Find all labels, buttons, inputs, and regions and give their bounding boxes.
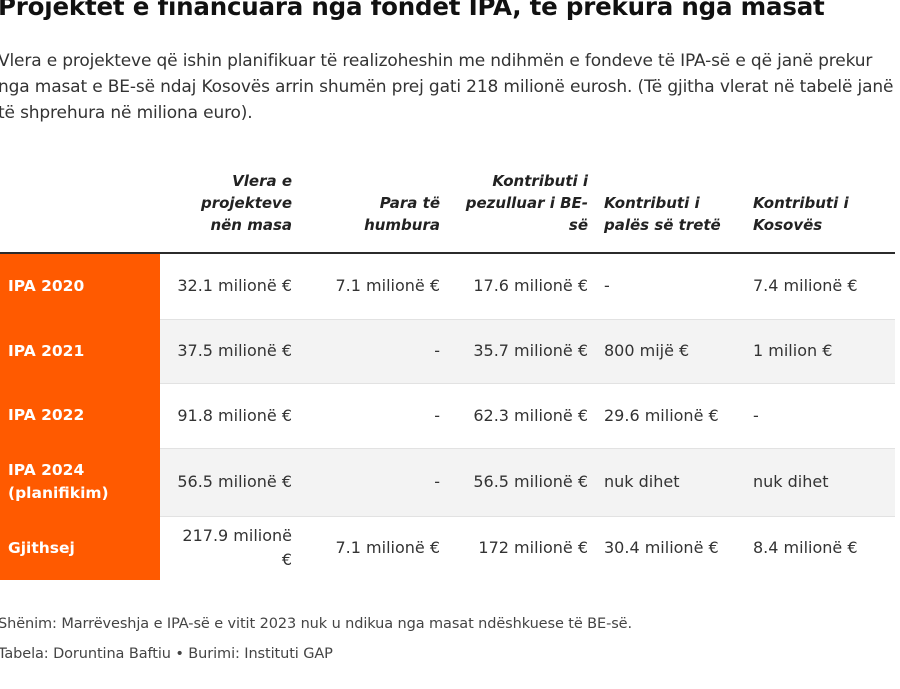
table-cell: - — [745, 383, 895, 449]
table-cell: 172 milionë € — [478, 538, 588, 558]
data-table: Vlera e projekteve nën masa Para të humb… — [0, 170, 895, 580]
table-cell: 62.3 milionë € — [448, 383, 596, 449]
header-project-value: Vlera e projekteve nën masa — [160, 170, 300, 254]
header-suspended-eu-contribution: Kontributi i pezulluar i BE-së — [448, 170, 596, 254]
table-cell: 35.7 milionë € — [448, 319, 596, 384]
table-cell: 56.5 milionë € — [160, 448, 300, 517]
table-cell: 17.6 milionë € — [448, 253, 596, 320]
table-cell: - — [596, 253, 745, 320]
row-label: IPA 2021 — [0, 319, 160, 384]
table-cell: 30.4 milionë € — [604, 538, 719, 558]
table-total-row: Gjithsej 217.9 milionë € 7.1 milionë € 1… — [0, 516, 895, 580]
table-cell: 37.5 milionë € — [160, 319, 300, 384]
table-cell: 32.1 milionë € — [160, 253, 300, 320]
table-row: IPA 2024 (planifikim) 56.5 milionë € - 5… — [0, 448, 895, 517]
table-note: Shënim: Marrëveshja e IPA-së e vitit 202… — [0, 616, 633, 632]
table-cell: 217.9 milionë € — [182, 526, 292, 570]
page-title: Projektet e financuara nga fondet IPA, t… — [0, 0, 825, 21]
header-third-party-contribution: Kontributi i palës së tretë — [596, 170, 745, 254]
table-cell: 29.6 milionë € — [596, 383, 745, 449]
table-cell: nuk dihet — [596, 448, 745, 517]
header-empty — [0, 170, 160, 254]
table-cell: - — [300, 319, 448, 384]
intro-paragraph: Vlera e projekteve që ishin planifikuar … — [0, 51, 894, 123]
table-cell: - — [300, 383, 448, 449]
table-row: IPA 2020 32.1 milionë € 7.1 milionë € 17… — [0, 253, 895, 320]
header-kosovo-contribution: Kontributi i Kosovës — [745, 170, 895, 254]
table-cell: 7.1 milionë € — [335, 538, 441, 558]
table-cell: 91.8 milionë € — [160, 383, 300, 449]
table-cell: 8.4 milionë € — [753, 538, 858, 558]
table-row: IPA 2021 37.5 milionë € - 35.7 milionë €… — [0, 319, 895, 384]
table-cell: - — [300, 448, 448, 517]
table-cell: 7.1 milionë € — [300, 253, 448, 320]
row-label: IPA 2024 (planifikim) — [0, 448, 160, 517]
table-row: IPA 2022 91.8 milionë € - 62.3 milionë €… — [0, 383, 895, 449]
row-label: IPA 2022 — [0, 383, 160, 449]
table-cell: 56.5 milionë € — [448, 448, 596, 517]
table-cell: 800 mijë € — [596, 319, 745, 384]
source-credit: Tabela: Doruntina Baftiu • Burimi: Insti… — [0, 646, 333, 662]
table-cell: 7.4 milionë € — [745, 253, 895, 320]
row-label: Gjithsej — [0, 516, 160, 580]
row-label: IPA 2020 — [0, 253, 160, 320]
header-lost-money: Para të humbura — [300, 170, 448, 254]
table-cell: nuk dihet — [745, 448, 895, 517]
table-cell: 1 milion € — [745, 319, 895, 384]
table-header-row: Vlera e projekteve nën masa Para të humb… — [0, 170, 895, 254]
